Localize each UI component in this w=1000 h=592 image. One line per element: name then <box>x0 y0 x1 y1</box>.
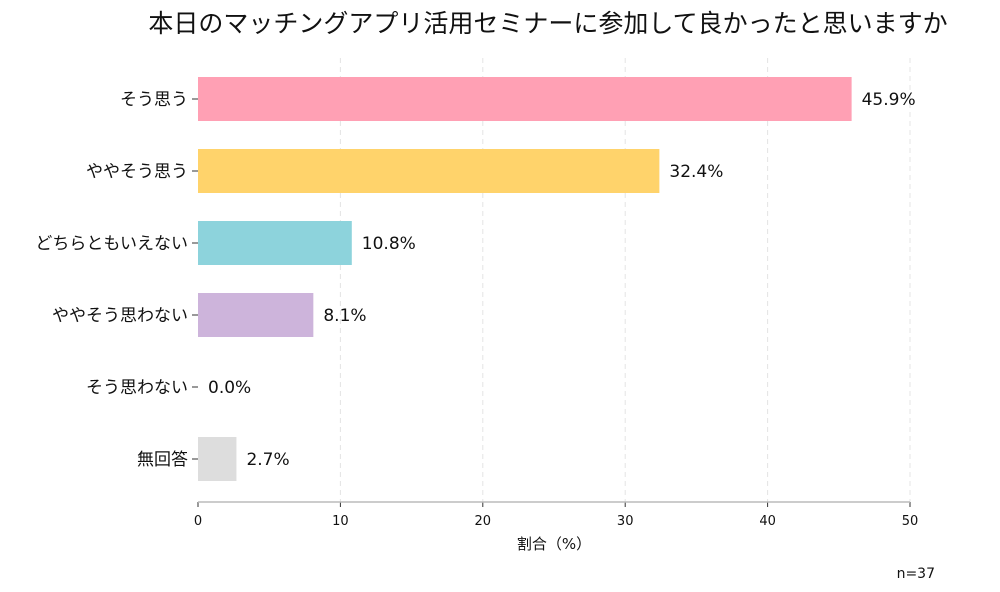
data-label: 10.8% <box>362 234 416 254</box>
data-label: 8.1% <box>323 306 366 326</box>
bar <box>198 221 352 265</box>
y-category-label: そう思う <box>120 90 188 110</box>
sample-size-annotation: n=37 <box>897 566 935 582</box>
data-label: 45.9% <box>862 90 916 110</box>
x-tick-label: 0 <box>194 514 202 529</box>
x-tick-label: 50 <box>902 514 919 529</box>
x-tick-label: 30 <box>617 514 634 529</box>
bar <box>198 149 660 193</box>
x-tick-label: 20 <box>475 514 492 529</box>
y-category-label: そう思わない <box>86 378 188 398</box>
bar <box>198 437 237 481</box>
chart-title: 本日のマッチングアプリ活用セミナーに参加して良かったと思いますか <box>148 9 947 38</box>
y-category-label: ややそう思う <box>86 162 188 182</box>
bar <box>198 77 852 121</box>
data-label: 2.7% <box>246 450 289 470</box>
y-category-label: ややそう思わない <box>52 306 188 326</box>
x-tick-label: 10 <box>332 514 349 529</box>
y-category-label: 無回答 <box>137 450 188 470</box>
y-category-label: どちらともいえない <box>35 234 188 254</box>
data-label: 0.0% <box>208 378 251 398</box>
x-axis-label: 割合（%） <box>517 535 591 553</box>
bar <box>198 293 314 337</box>
x-tick-label: 40 <box>759 514 776 529</box>
data-label: 32.4% <box>669 162 723 182</box>
